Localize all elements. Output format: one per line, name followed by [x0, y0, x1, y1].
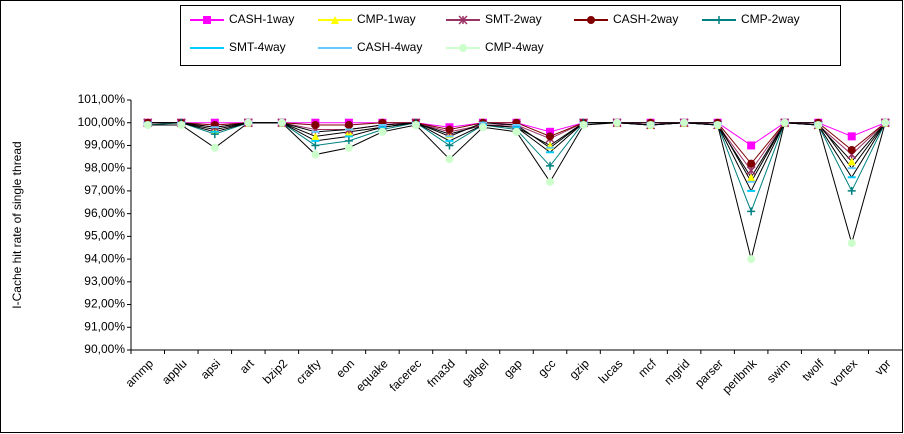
- y-tick-label: 94,00%: [84, 251, 125, 265]
- data-point: [445, 141, 454, 150]
- data-point: [277, 118, 286, 127]
- y-tick-label: 101,00%: [78, 92, 126, 106]
- legend-marker: [715, 16, 723, 24]
- data-point: [344, 121, 353, 129]
- y-tick-label: 100,00%: [78, 115, 126, 129]
- legend-label: CMP-2way: [741, 12, 800, 26]
- legend-marker: [203, 16, 211, 24]
- legend-marker: [331, 16, 339, 24]
- data-point: [244, 118, 253, 127]
- data-point: [747, 173, 756, 182]
- data-point: [411, 121, 420, 129]
- y-tick-label: 96,00%: [84, 206, 125, 220]
- data-point: [847, 239, 856, 248]
- data-point: [546, 161, 555, 170]
- data-point: [344, 136, 353, 145]
- legend-label: CASH-2way: [613, 12, 678, 26]
- y-tick-label: 90,00%: [84, 342, 125, 356]
- y-tick-label: 91,00%: [84, 319, 125, 333]
- data-point: [847, 157, 856, 166]
- data-point: [747, 255, 756, 264]
- data-point: [847, 132, 856, 141]
- y-tick-label: 93,00%: [84, 274, 125, 288]
- legend-marker: [459, 44, 467, 52]
- legend-label: CMP-1way: [357, 12, 416, 26]
- data-point: [747, 159, 756, 168]
- data-point: [445, 155, 454, 164]
- data-point: [311, 132, 320, 141]
- data-point: [210, 143, 219, 152]
- data-point: [546, 132, 555, 141]
- legend-label: SMT-2way: [485, 12, 542, 26]
- y-axis-title: I-Cache hit rate of single thread: [10, 141, 24, 308]
- data-point: [143, 121, 152, 129]
- legend-label: CMP-4way: [485, 40, 544, 54]
- data-point: [546, 127, 555, 136]
- legend-label: SMT-4way: [229, 40, 286, 54]
- y-tick-label: 99,00%: [84, 138, 125, 152]
- y-tick-label: 97,00%: [84, 183, 125, 197]
- data-point: [512, 127, 521, 136]
- data-point: [445, 125, 454, 134]
- data-point: [746, 165, 756, 175]
- data-point: [814, 121, 823, 129]
- data-point: [344, 143, 353, 152]
- legend-box: [180, 5, 841, 66]
- data-point: [378, 127, 387, 136]
- data-point: [713, 121, 722, 129]
- data-point: [646, 121, 655, 129]
- data-point: [546, 177, 555, 186]
- data-point: [311, 121, 320, 129]
- data-point: [680, 118, 689, 127]
- legend-label: CASH-1way: [229, 12, 294, 26]
- legend-label: CASH-4way: [357, 40, 422, 54]
- data-point: [780, 118, 789, 127]
- data-point: [747, 207, 756, 216]
- data-point: [847, 186, 856, 195]
- data-point: [579, 121, 588, 129]
- data-point: [613, 118, 622, 127]
- data-point: [847, 146, 856, 154]
- data-point: [311, 150, 320, 159]
- data-point: [478, 123, 487, 132]
- legend-marker: [458, 15, 468, 25]
- data-point: [747, 141, 756, 150]
- y-tick-label: 98,00%: [84, 160, 125, 174]
- data-point: [311, 141, 320, 150]
- y-tick-label: 92,00%: [84, 297, 125, 311]
- data-point: [881, 118, 890, 127]
- y-tick-label: 95,00%: [84, 229, 125, 243]
- legend-marker: [587, 16, 595, 24]
- data-point: [177, 121, 186, 129]
